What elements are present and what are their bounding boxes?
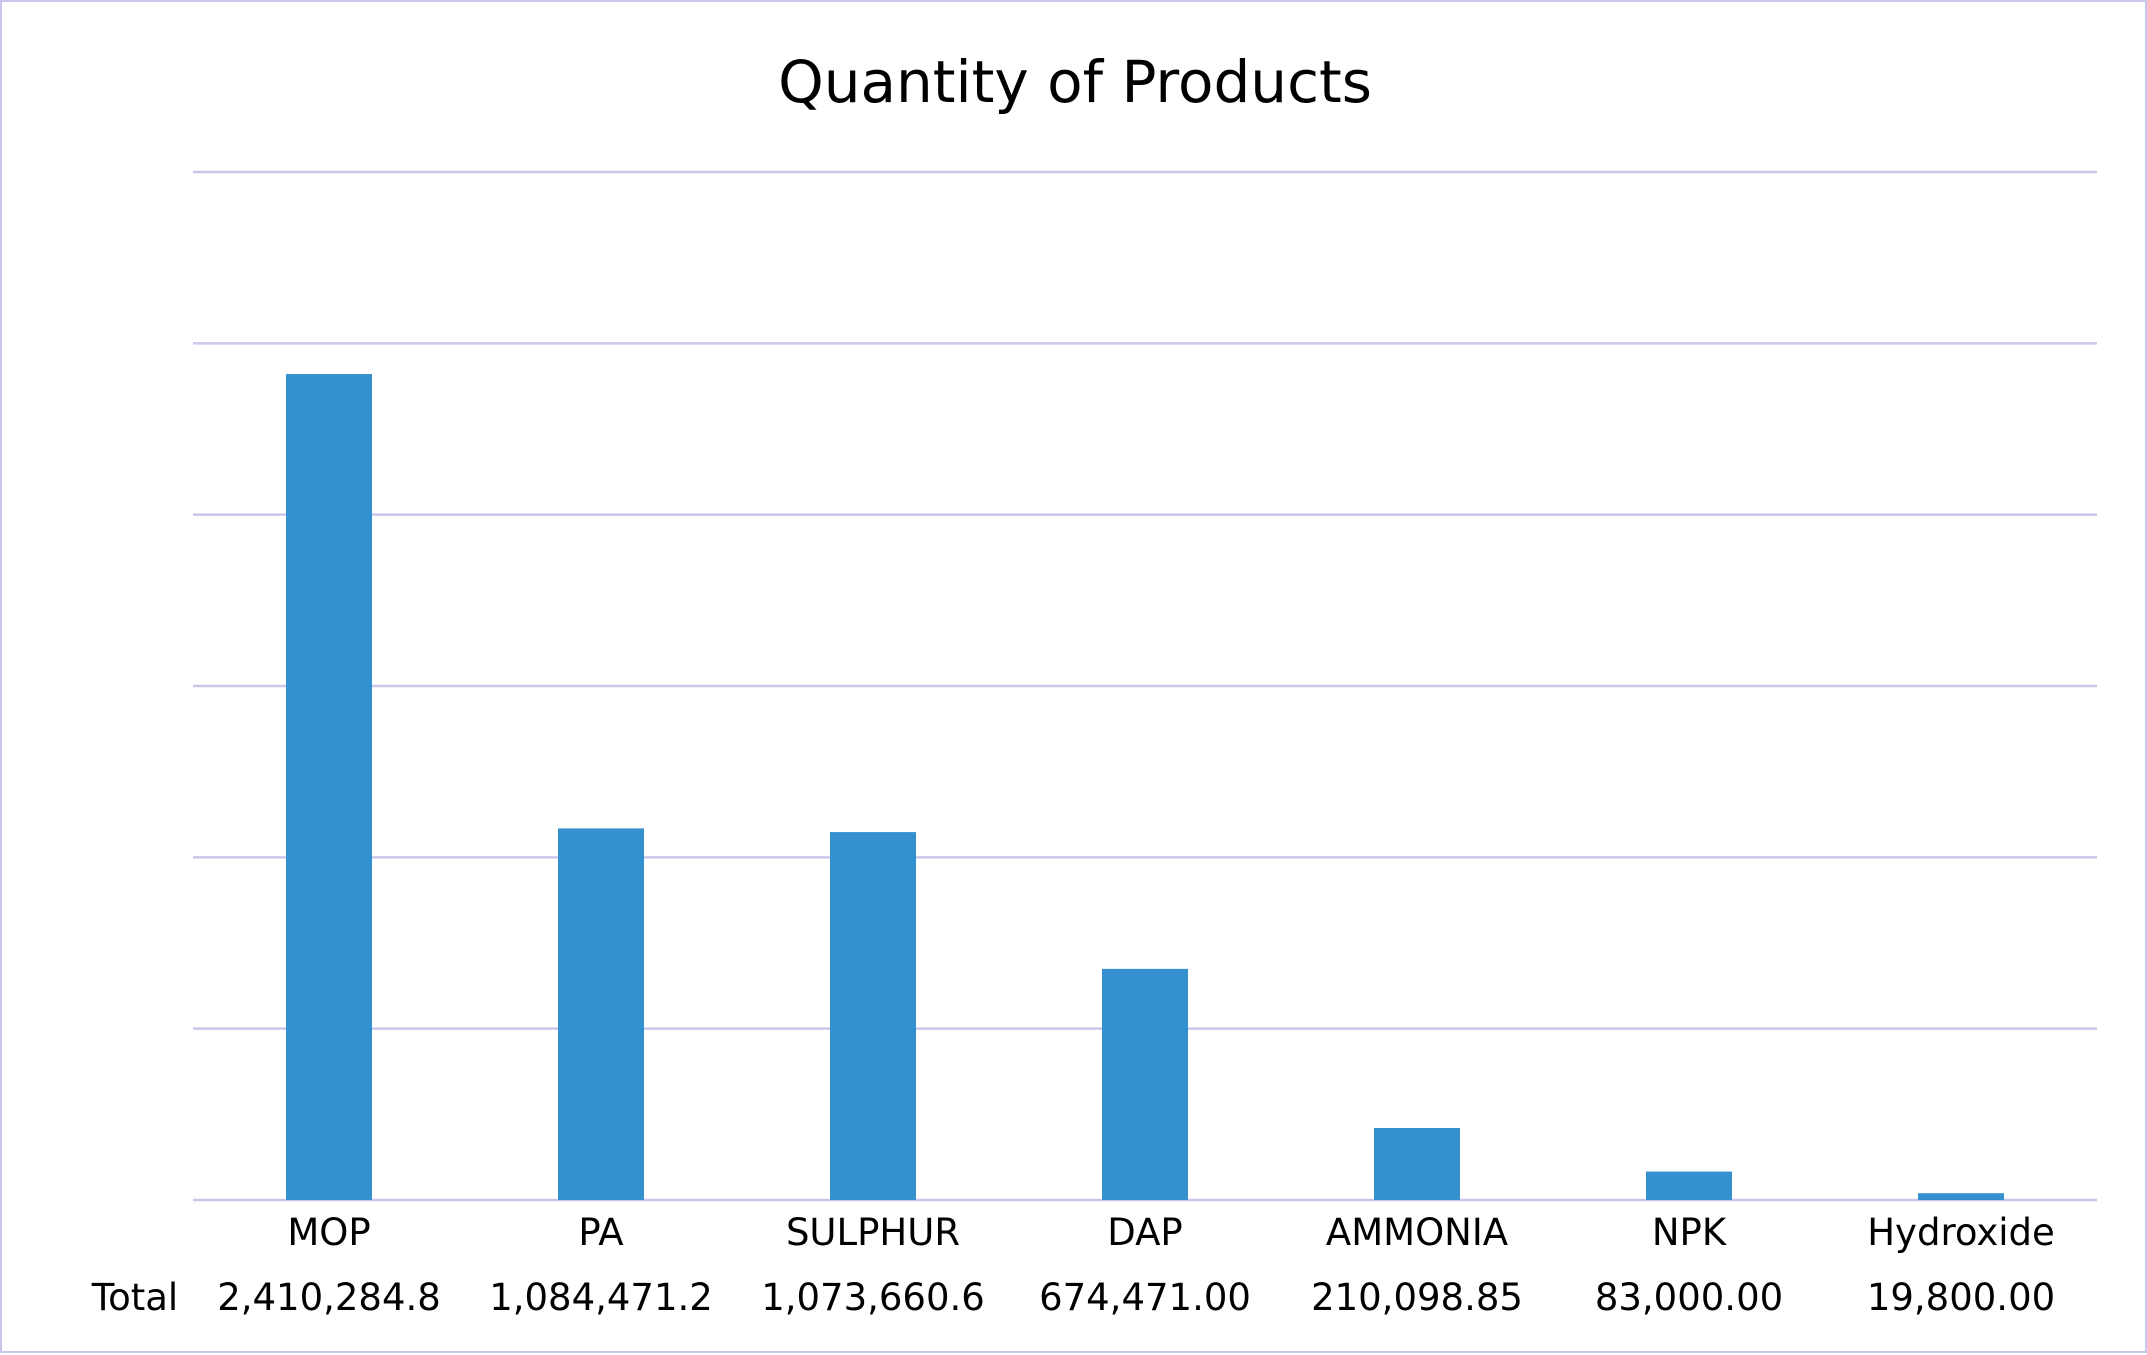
- category-label-hydroxide: Hydroxide: [1867, 1211, 2055, 1254]
- bar-mop: [286, 374, 372, 1200]
- bar-hydroxide: [1918, 1193, 2004, 1200]
- category-label-ammonia: AMMONIA: [1326, 1211, 1508, 1254]
- category-label-pa: PA: [578, 1211, 623, 1254]
- data-table-values: 2,410,284.8 1,084,471.2 1,073,660.6 674,471…: [217, 1276, 2055, 1319]
- category-labels: MOP PA SULPHUR DAP AMMONIA NPK Hydroxide: [287, 1211, 2054, 1254]
- value-label-dap: 674,471.00: [1039, 1276, 1251, 1319]
- gridlines: [193, 170, 2097, 1202]
- value-label-mop: 2,410,284.8: [217, 1276, 441, 1319]
- value-label-sulphur: 1,073,660.6: [761, 1276, 985, 1319]
- bars: [286, 374, 2004, 1200]
- category-label-sulphur: SULPHUR: [786, 1211, 960, 1254]
- category-label-npk: NPK: [1652, 1211, 1728, 1254]
- value-label-pa: 1,084,471.2: [489, 1276, 713, 1319]
- data-table-row-label: Total: [91, 1276, 178, 1319]
- bar-dap: [1102, 968, 1188, 1200]
- bar-sulphur: [830, 832, 916, 1200]
- chart-title: Quantity of Products: [778, 48, 1372, 116]
- value-label-npk: 83,000.00: [1595, 1276, 1783, 1319]
- value-label-ammonia: 210,098.85: [1311, 1276, 1523, 1319]
- bar-npk: [1646, 1171, 1732, 1200]
- bar-pa: [558, 828, 644, 1200]
- value-label-hydroxide: 19,800.00: [1867, 1276, 2055, 1319]
- category-label-dap: DAP: [1107, 1211, 1182, 1254]
- bar-ammonia: [1374, 1128, 1460, 1200]
- category-label-mop: MOP: [287, 1211, 370, 1254]
